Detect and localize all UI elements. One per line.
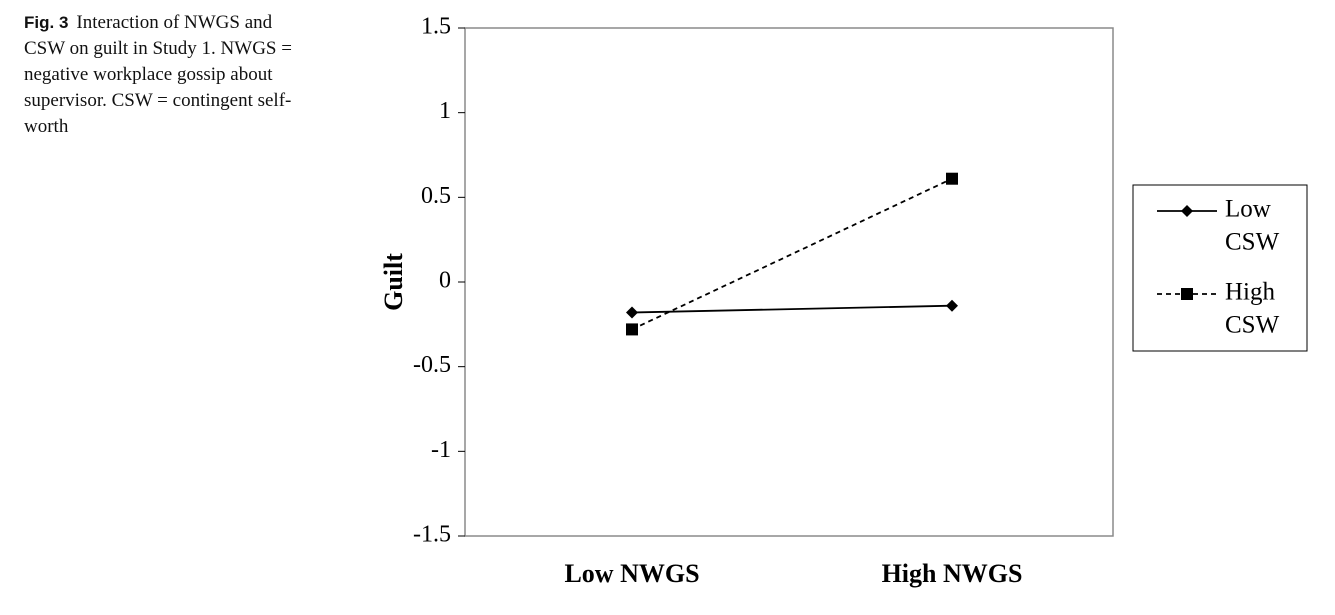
series-line-2 [631,177,953,331]
y-tick-label: 0 [439,268,451,294]
series-line-1 [631,304,953,314]
y-tick-label: -1 [431,437,451,463]
series-2-point [946,172,958,185]
caption-text: Interaction of NWGS and CSW on guilt in … [24,12,292,137]
y-tick-label: -1.5 [413,522,451,548]
series-2-point [626,323,638,336]
y-tick-label: 1.5 [421,14,451,40]
y-tick-label: -0.5 [413,352,451,378]
legend-marker-2 [1181,288,1193,300]
legend: Low CSW High CSW [1132,184,1308,352]
legend-label: High [1225,279,1276,306]
legend-box [1132,184,1308,352]
series-layer [626,172,958,336]
y-tick-label: 0.5 [421,183,451,209]
y-tick-label: 1 [439,98,451,124]
figure-caption: Fig. 3 Interaction of NWGS and CSW on gui… [24,10,314,140]
legend-entries: Low CSW High CSW [1157,196,1280,339]
series-1-point [626,306,638,319]
series-1-point [946,299,958,312]
x-tick-label: High NWGS [882,559,1023,588]
legend-label: Low [1225,196,1271,223]
plot-area-frame [464,27,1114,537]
figure-label: Fig. 3 [24,13,69,32]
x-axis-ticks: Low NWGS High NWGS [564,559,1022,588]
y-axis-title: Guilt [379,253,408,311]
legend-label: CSW [1225,312,1280,339]
legend-marker-1 [1181,205,1193,217]
x-tick-label: Low NWGS [564,559,699,588]
legend-label: CSW [1225,229,1280,256]
y-axis-ticks: 1.5 1 0.5 0 -0.5 -1 -1.5 [413,14,465,548]
